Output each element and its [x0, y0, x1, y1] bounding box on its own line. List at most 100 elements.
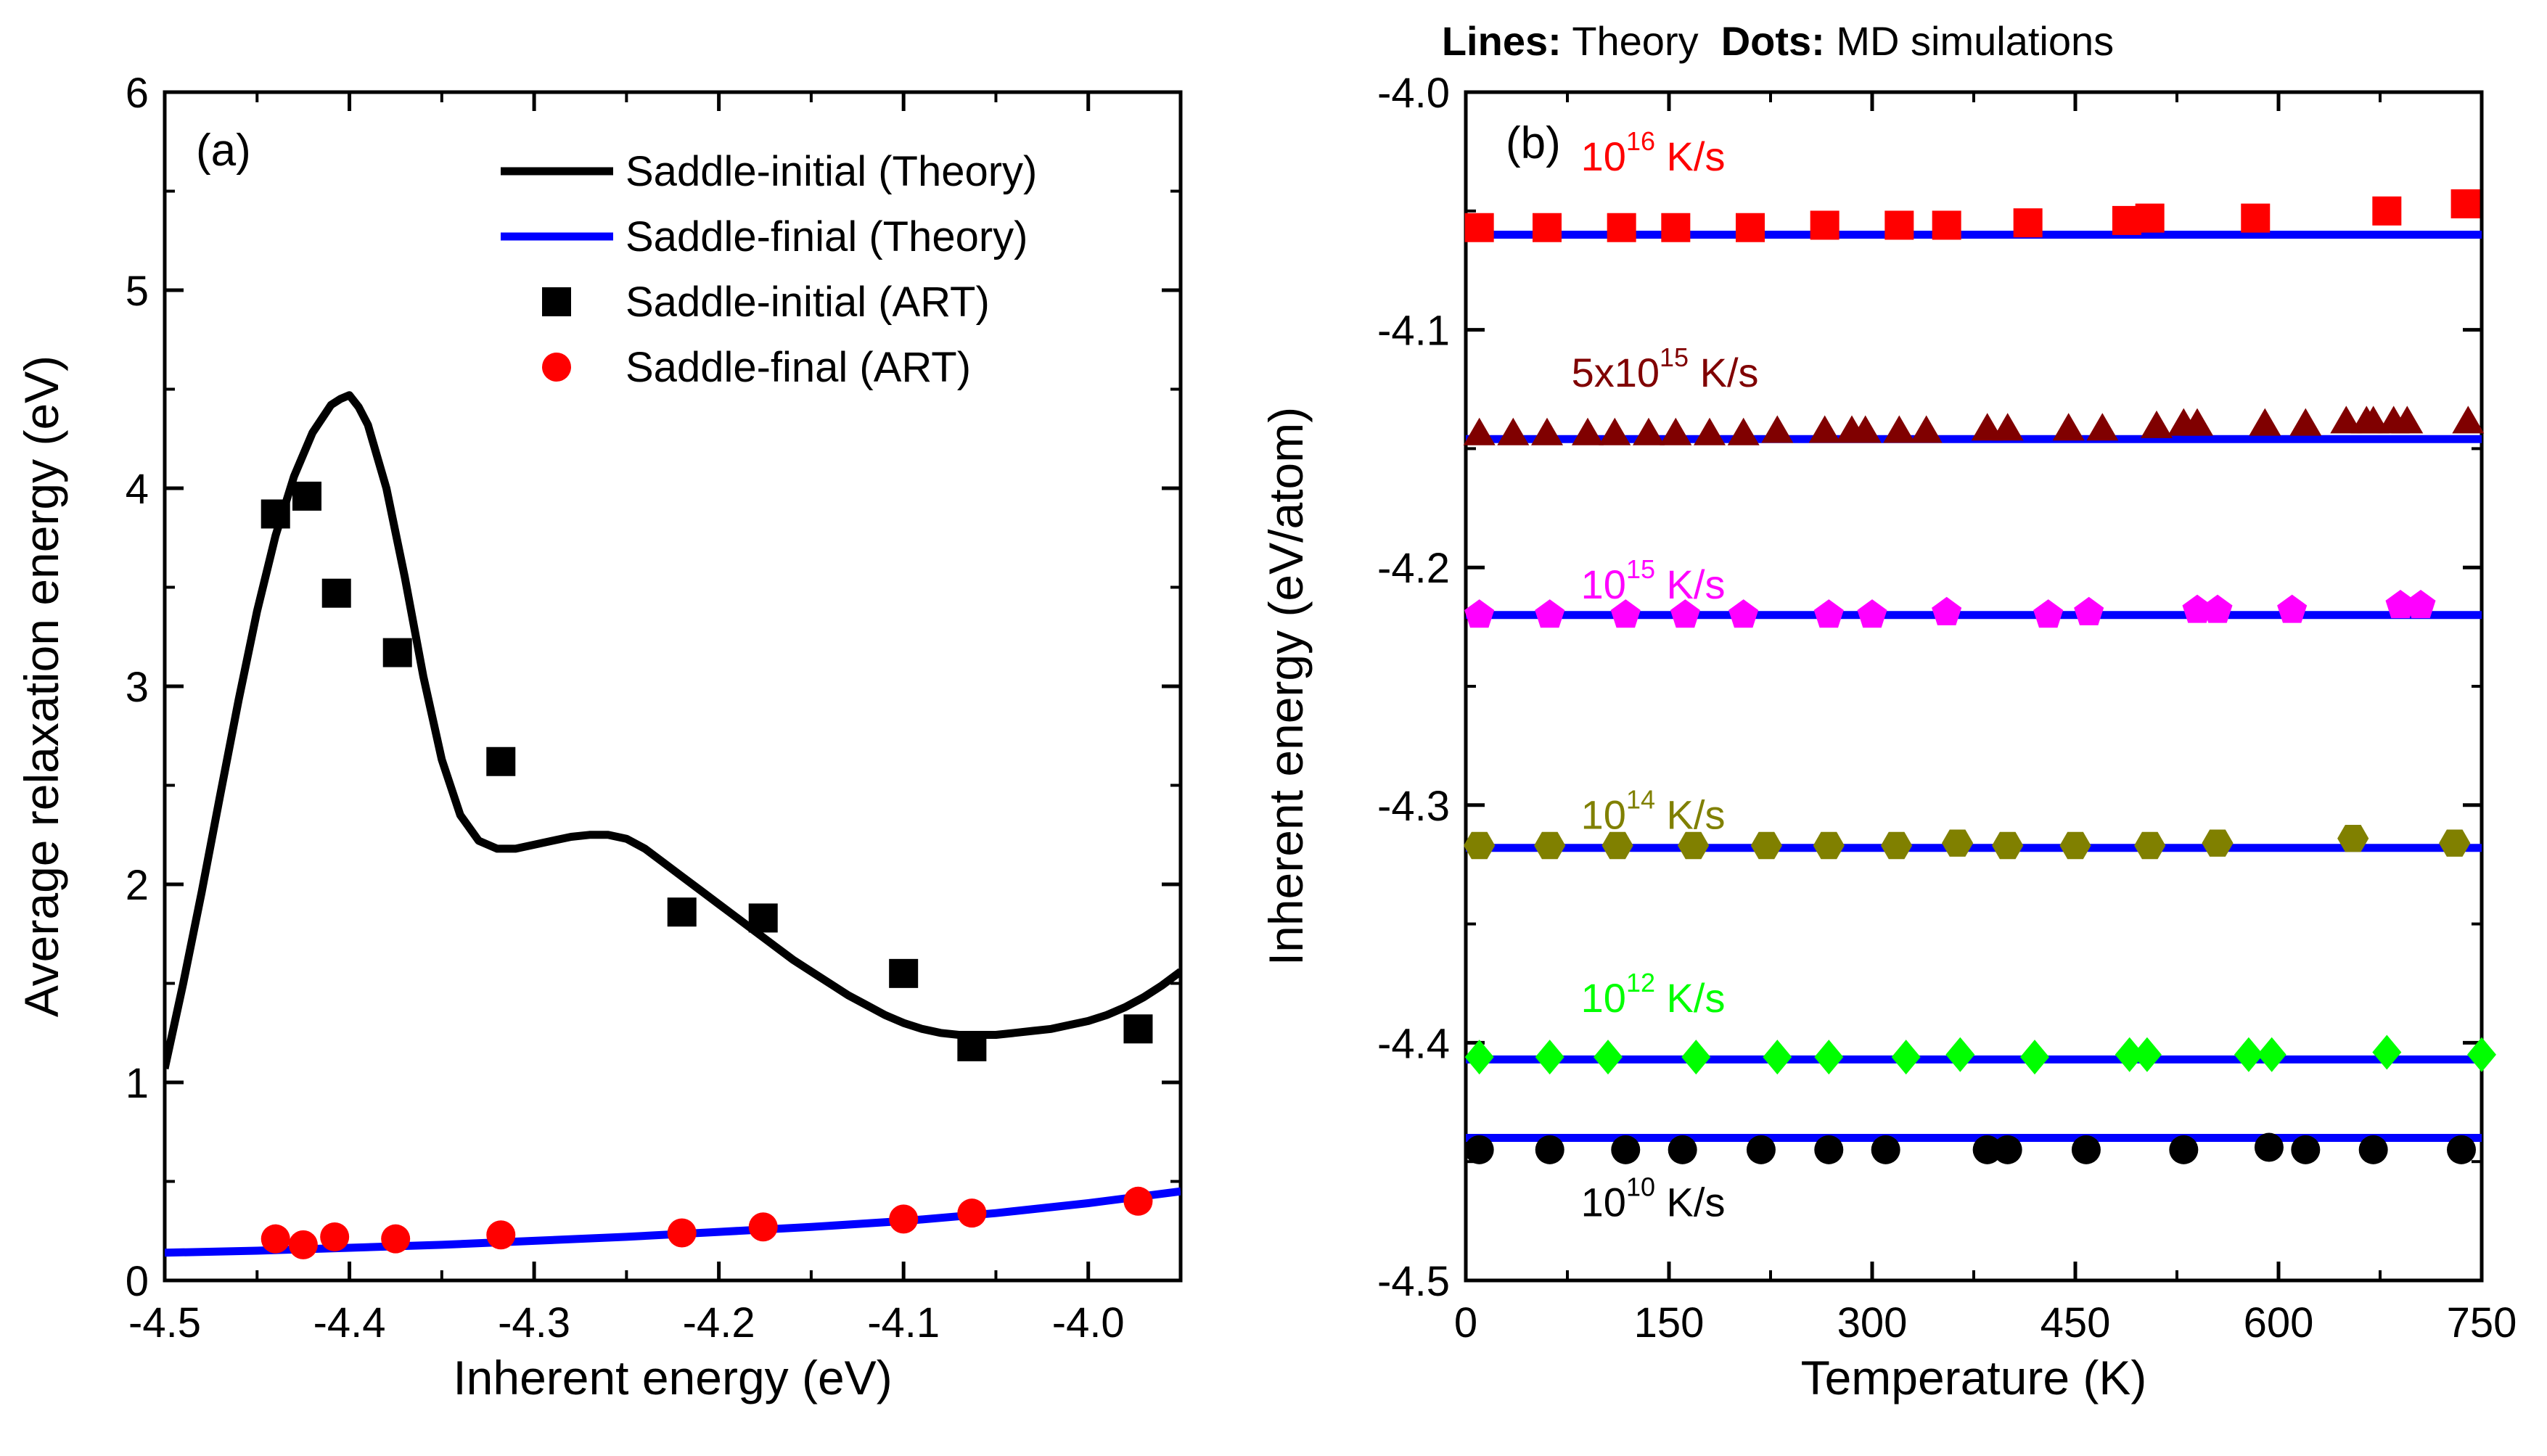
panel-b-series-10e14-label-base: 10: [1581, 792, 1626, 838]
panel-b-y-axis-title: Inherent energy (eV/atom): [1259, 407, 1313, 966]
panel-b-series-10e12-point: [1464, 1040, 1494, 1075]
panel-b-tag: (b): [1506, 118, 1561, 168]
panel-b-series-5x10e15-point: [2357, 406, 2390, 434]
panel-a-y-tick-label: 4: [126, 466, 149, 513]
panel-b-series-10e14-point: [1813, 831, 1845, 860]
panel-a-saddle-final-art-point: [957, 1198, 987, 1228]
panel-b-series-10e15-point: [2033, 599, 2064, 628]
panel-b-series-10e14-point: [2439, 829, 2471, 857]
panel-a-legend: Saddle-initial (Theory) Saddle-finial (Th…: [501, 148, 1037, 391]
panel-b-series-10e15-point: [2385, 590, 2416, 619]
panel-a-saddle-initial-art-point: [889, 958, 919, 988]
panel-b-series-10e16-label-base: 10: [1581, 133, 1626, 179]
panel-b-series-5x10e15-point: [2249, 408, 2281, 436]
panel-b-series-5x10e15-point: [1849, 415, 1882, 443]
panel-b-series-10e16-point: [1736, 213, 1765, 242]
panel-b-series-5x10e15-point: [1971, 413, 2003, 441]
panel-b-y-tick-label: -4.5: [1377, 1258, 1450, 1305]
panel-a-saddle-final-art-point: [288, 1230, 318, 1259]
panel-a-x-axis-title: Inherent energy (eV): [453, 1351, 892, 1404]
panel-a-y-axis-title: Average relaxation energy (eV): [15, 355, 68, 1017]
panel-a-legend-saddle-initial-theory-label: Saddle-initial (Theory): [626, 148, 1037, 195]
panel-b-series-5x10e15-point: [1463, 417, 1496, 445]
panel-b-series-5x10e15-point: [1991, 413, 2024, 441]
panel-b-series-10e16-label-unit: K/s: [1655, 133, 1725, 179]
panel-a-legend-saddle-initial-art-label: Saddle-initial (ART): [626, 279, 990, 326]
panel-b-series-10e12-point: [1814, 1040, 1844, 1075]
panel-a-y-tick-label: 1: [126, 1060, 149, 1107]
panel-b-series-10e15-point: [1535, 599, 1565, 628]
panel-b-series-10e15-point: [1857, 599, 1887, 628]
panel-b-series-5x10e15-point: [1660, 417, 1692, 445]
panel-b-series-5x10e15-point: [2141, 410, 2173, 438]
panel-b-series-10e10-point: [1871, 1135, 1900, 1164]
panel-b-series-5x10e15-point: [2289, 408, 2322, 436]
panel-b-x-tick-label: 450: [2041, 1299, 2111, 1346]
panel-b-x-tick-label: 750: [2447, 1299, 2517, 1346]
panel-a-saddle-final-art-point: [889, 1204, 919, 1234]
panel-b-series-10e15-point: [2406, 590, 2436, 619]
panel-a-saddle-final-art-point: [1123, 1186, 1153, 1216]
panel-b-series-10e14-point: [1942, 829, 1974, 857]
panel-b-series-10e14-point: [2202, 829, 2234, 857]
panel-b-series-10e10-label-base: 10: [1581, 1180, 1626, 1225]
panel-b-series-10e14-point: [2059, 831, 2091, 860]
panel-b-series-10e14-label-exp: 14: [1626, 785, 1655, 815]
panel-a-saddle-initial-art-point: [957, 1032, 987, 1061]
panel-a-saddle-final-art-point: [261, 1224, 290, 1254]
panel-b-series-10e15-point: [1670, 599, 1700, 628]
panel-b-series-10e10-point: [2254, 1132, 2284, 1162]
panel-b-series-5x10e15-point: [1761, 415, 1794, 443]
panel-a-frame: [163, 90, 1183, 1283]
panel-b-series-10e14-point: [2134, 831, 2166, 860]
panel-a-x-tick-label: -4.3: [498, 1299, 570, 1346]
panel-a-saddle-final-art-point: [320, 1222, 350, 1251]
panel-b-series-10e12-point: [1763, 1040, 1792, 1075]
panel-a-series: [165, 391, 1181, 1259]
panel-b-series-5x10e15-label-exp: 15: [1660, 342, 1689, 372]
panel-a-saddle-final-art-point: [486, 1220, 516, 1250]
panel-b-y-tick-label: -4.4: [1377, 1020, 1450, 1067]
panel-b-series-5x10e15-point: [1808, 415, 1841, 443]
panel-b-series-10e16-point: [1884, 210, 1914, 240]
panel-b-series-10e15-point: [1813, 599, 1844, 628]
panel-a-saddle-initial-art-point: [667, 897, 697, 927]
panel-a-saddle-initial-art-point: [486, 746, 516, 776]
panel-b-series-10e12-label-exp: 12: [1626, 968, 1655, 998]
panel-b-series-10e12-point: [1681, 1040, 1711, 1075]
panel-b-series-10e16-point: [1607, 213, 1636, 242]
panel-b-series-5x10e15-point: [1599, 417, 1631, 445]
panel-b-series-10e16-point: [2450, 189, 2480, 218]
panel-b-x-tick-label: 0: [1454, 1299, 1477, 1346]
panel-b-series-10e15-point: [1464, 599, 1495, 628]
panel-b-series-10e14-point: [1534, 831, 1566, 860]
panel-b-series-10e15-point: [2277, 594, 2308, 623]
panel-b-series-10e15-point: [1932, 596, 1962, 625]
panel-b-series-10e12-point: [2115, 1037, 2144, 1072]
panel-b-series-5x10e15-label-unit: K/s: [1689, 350, 1758, 395]
panel-b-x-tick-label: 600: [2244, 1299, 2314, 1346]
panel-b-series-10e10-label-exp: 10: [1626, 1172, 1655, 1202]
panel-b-frame: [1464, 90, 2484, 1283]
panel-b-series-10e12-point: [1535, 1040, 1564, 1075]
panel-b-x-axis-title: Temperature (K): [1801, 1351, 2147, 1404]
panel-b-series-10e16-point: [1464, 213, 1494, 242]
panel-a: (a) -4.5 -4.4 -4.3 -4.2 -4.1 -4.0 0 1 2 3 4 5 6 Inhe…: [15, 70, 1183, 1404]
panel-b-y-tick-label: -4.3: [1377, 783, 1450, 830]
panel-b-series-10e15-label: 1015 K/s: [1581, 554, 1726, 607]
panel-b-series-5x10e15-label: 5x1015 K/s: [1572, 342, 1759, 395]
panel-b-series-10e14-label: 1014 K/s: [1581, 785, 1726, 838]
panel-b-series-10e10-point: [1535, 1135, 1564, 1164]
panel-b-axes: 0 150 300 450 600 750 -4.5 -4.4 -4.3 -4.2 -4.1 -4.0: [1377, 70, 2517, 1346]
panel-b-series-10e15-point: [2202, 594, 2233, 623]
panel-b: (b) 0 150 300 450 600 750 -4.5 -4.4 -4.3 -4.2 -4.1…: [1259, 70, 2517, 1404]
panel-a-y-tick-label: 6: [126, 70, 149, 117]
panel-b-series-5x10e15-point: [2452, 406, 2485, 434]
panel-a-legend-saddle-final-art-label: Saddle-final (ART): [626, 344, 971, 391]
panel-b-series-10e14-point: [1601, 831, 1633, 860]
panel-a-saddle-initial-art-point: [382, 638, 412, 667]
panel-b-series-10e10-point: [1993, 1135, 2022, 1164]
panel-b-series-10e15-point: [1610, 599, 1641, 628]
panel-b-series-10e14-label-unit: K/s: [1655, 792, 1725, 838]
